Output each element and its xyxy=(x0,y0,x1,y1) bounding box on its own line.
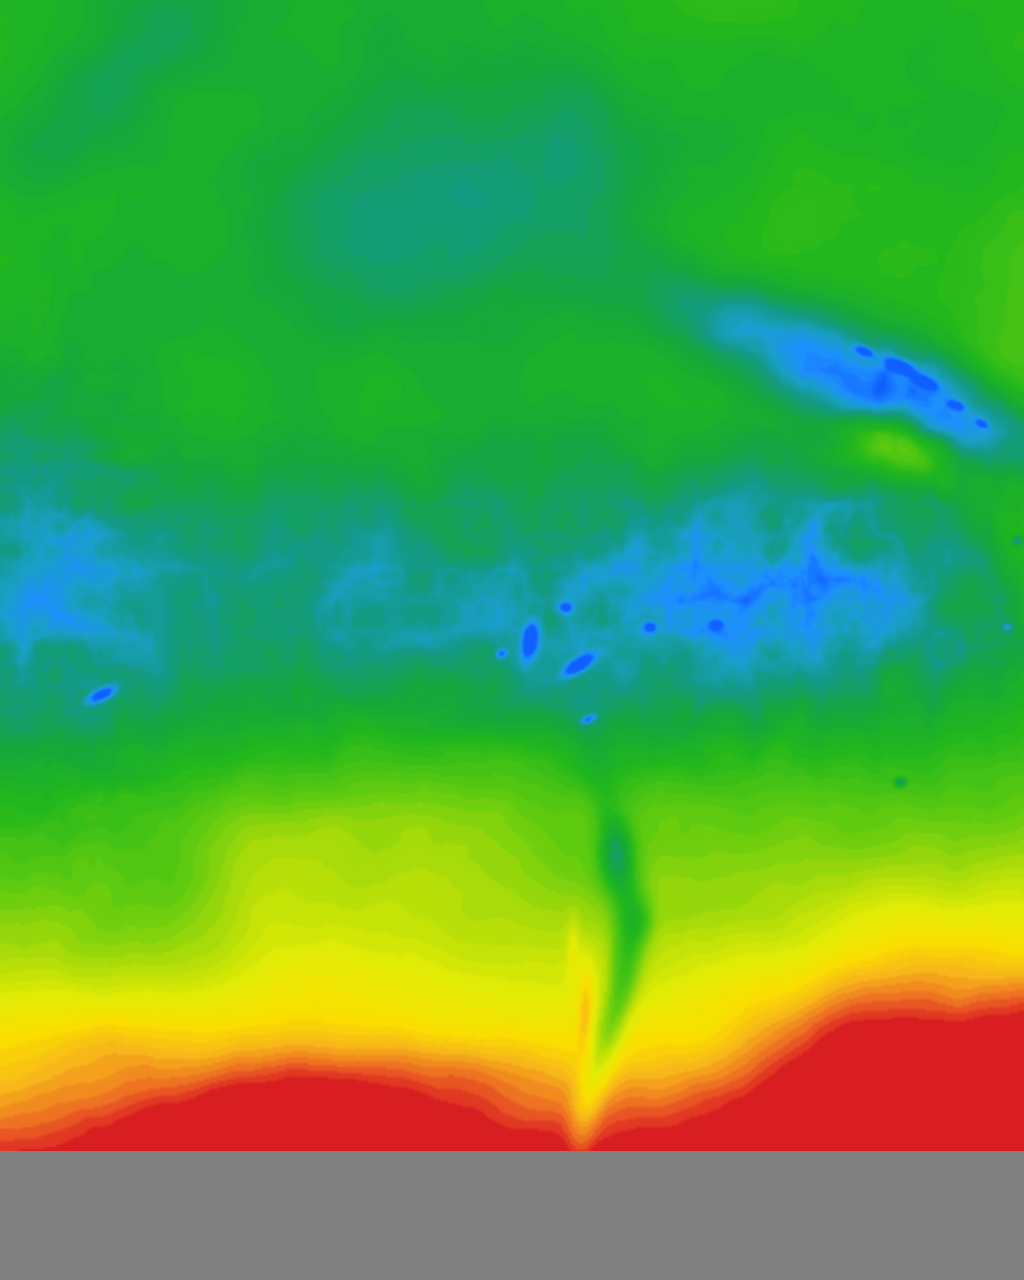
letterbox-band xyxy=(0,1151,1024,1280)
climate-raster-heatmap[interactable] xyxy=(0,0,1024,1151)
